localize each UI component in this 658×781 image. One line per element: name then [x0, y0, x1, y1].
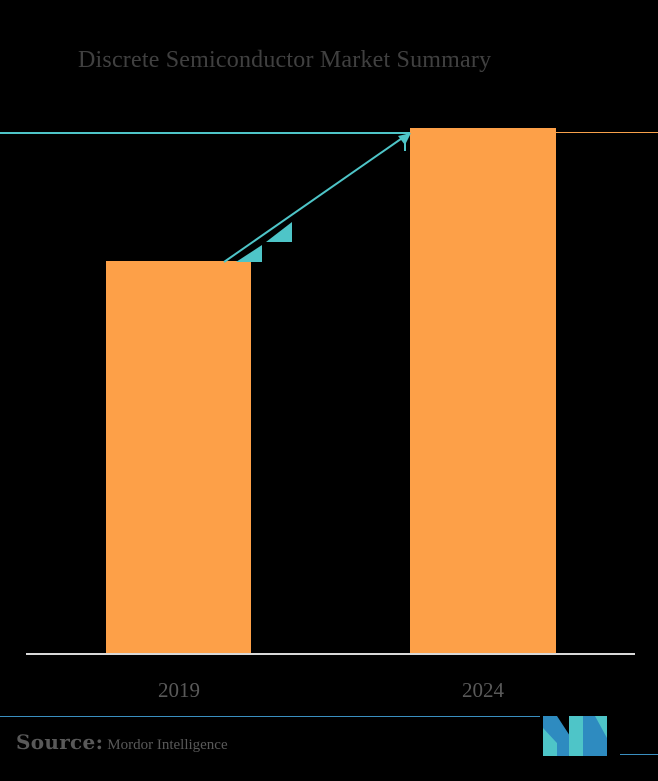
- source-value: Mordor Intelligence: [107, 737, 228, 753]
- x-axis-label-2024: 2024: [462, 678, 504, 702]
- chart-title: Discrete Semiconductor Market Summary: [78, 47, 492, 73]
- reference-line-right: [556, 132, 658, 133]
- source-attribution: Source: Mordor Intelligence: [16, 730, 228, 754]
- mordor-intelligence-logo-icon: [543, 716, 620, 756]
- bar-2019: [106, 261, 251, 654]
- x-axis-line: [26, 653, 635, 655]
- footer-divider: [0, 716, 540, 717]
- reference-line: [0, 132, 410, 134]
- bar-2024: [410, 128, 556, 654]
- x-axis-label-2019: 2019: [158, 678, 200, 702]
- source-label: Source:: [16, 730, 104, 754]
- footer-divider-right: [620, 754, 658, 755]
